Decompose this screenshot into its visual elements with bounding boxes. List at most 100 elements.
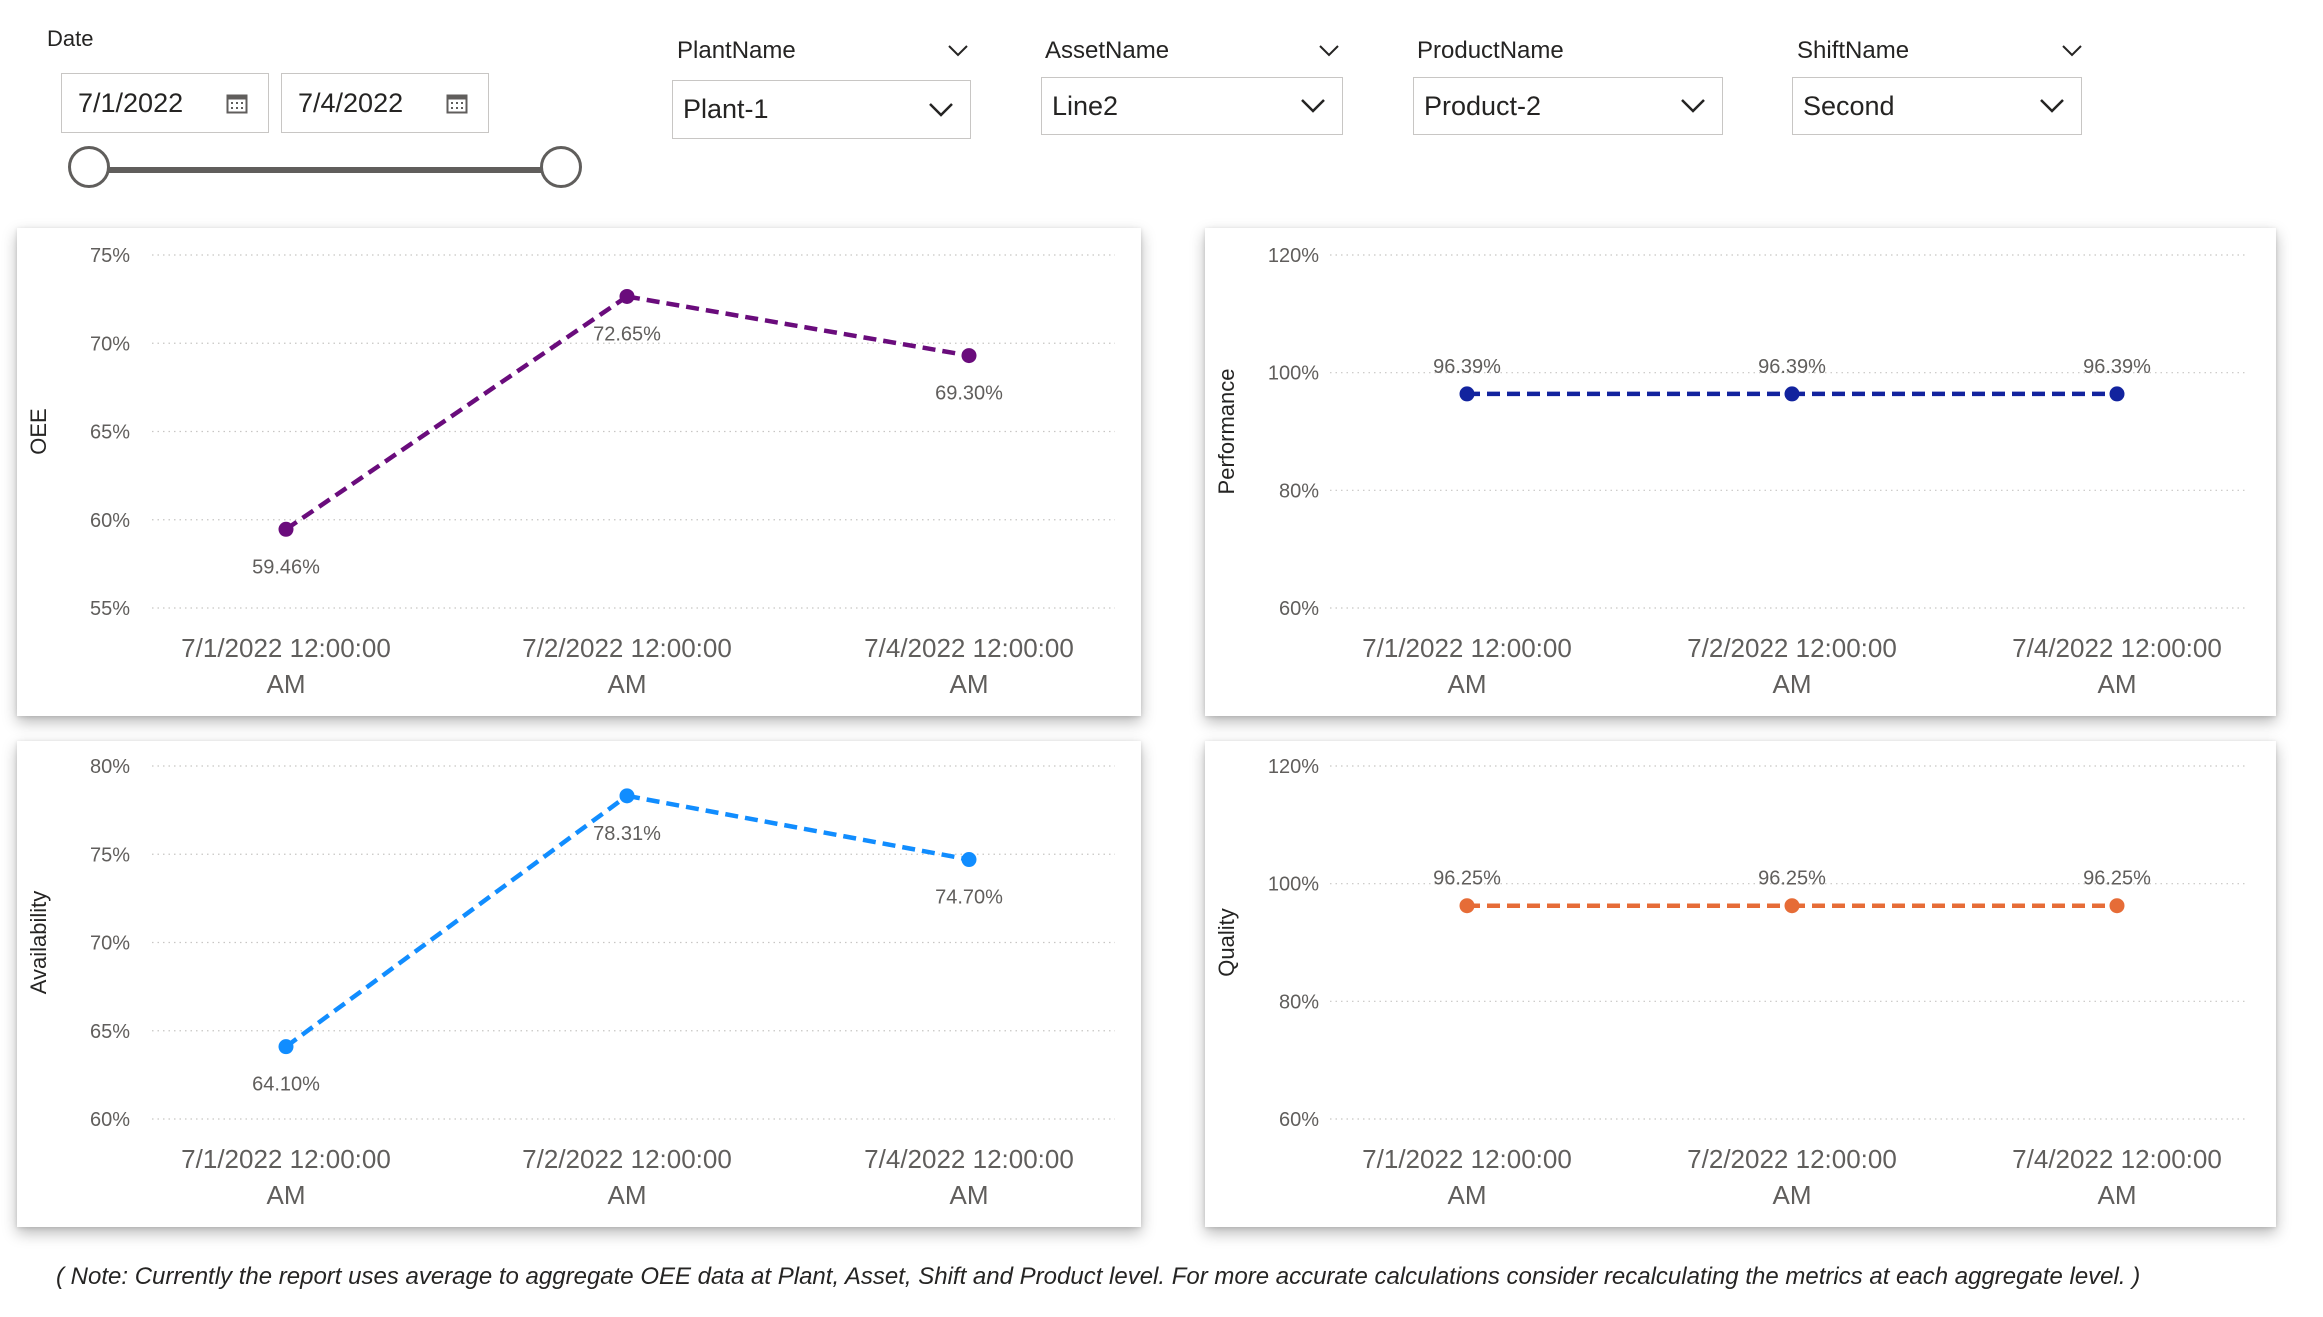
x-tick-label: 7/2/2022 12:00:00 [1687, 633, 1897, 663]
x-tick-label: AM [608, 1180, 647, 1210]
data-label: 96.39% [1433, 356, 1501, 378]
data-point[interactable] [2109, 386, 2125, 402]
x-tick-label: 7/2/2022 12:00:00 [522, 1144, 732, 1174]
x-tick-label: AM [1448, 669, 1487, 699]
date-range-end-handle[interactable] [540, 146, 582, 188]
x-tick-label: AM [1773, 669, 1812, 699]
x-tick-label: AM [267, 1180, 306, 1210]
x-tick-label: 7/4/2022 12:00:00 [2012, 1144, 2222, 1174]
data-label: 74.70% [935, 887, 1003, 909]
plant-dropdown-value: Plant-1 [683, 94, 769, 124]
x-tick-label: 7/4/2022 12:00:00 [864, 1144, 1074, 1174]
asset-dropdown[interactable]: Line2 [1041, 77, 1343, 135]
data-label: 69.30% [935, 383, 1003, 405]
y-axis-title: OEE [26, 408, 51, 454]
availability-line-chart: 60% 65% 70% 75% 80% Availability 7/1/2022 12:0… [26, 756, 1115, 1210]
asset-slicer-header[interactable]: AssetName [1045, 33, 1340, 69]
series-line-segment [284, 294, 629, 532]
x-tick-label: AM [267, 669, 306, 699]
x-tick-label: 7/1/2022 12:00:00 [1362, 1144, 1572, 1174]
chevron-down-icon [928, 102, 954, 118]
shift-dropdown[interactable]: Second [1792, 77, 2082, 135]
x-tick-label: AM [2098, 1180, 2137, 1210]
end-date-value: 7/4/2022 [298, 87, 404, 118]
availability-chart-card: 60% 65% 70% 75% 80% Availability 7/1/2022 12:0… [17, 741, 1141, 1227]
y-tick-label: 100% [1268, 363, 1319, 385]
quality-line-chart: 60% 80% 100% 120% Quality 7/1/2022 12:00:00 AM… [1214, 756, 2245, 1210]
x-tick-label: 7/2/2022 12:00:00 [522, 633, 732, 663]
y-tick-label: 120% [1268, 245, 1319, 267]
data-label: 96.39% [1758, 356, 1826, 378]
y-tick-label: 75% [90, 844, 130, 866]
performance-line-chart: 60% 80% 100% 120% Performance 7/1/2022 12:00:… [1214, 245, 2245, 699]
product-dropdown-value: Product-2 [1424, 90, 1542, 121]
product-slicer-header[interactable]: ProductName [1417, 33, 1714, 69]
series-line-segment [626, 793, 970, 862]
x-tick-label: AM [2098, 669, 2137, 699]
chevron-down-icon [2039, 98, 2065, 114]
data-point[interactable] [1784, 386, 1800, 402]
y-tick-label: 65% [90, 422, 130, 444]
y-tick-label: 60% [90, 1109, 130, 1131]
y-tick-label: 60% [90, 510, 130, 532]
data-point[interactable] [1459, 386, 1475, 402]
data-label: 96.39% [2083, 356, 2151, 378]
date-slicer-title: Date [47, 26, 94, 51]
end-date-input[interactable]: 7/4/2022 [281, 73, 489, 133]
y-tick-label: 70% [90, 333, 130, 355]
data-point[interactable] [2109, 898, 2125, 914]
data-point[interactable] [278, 521, 294, 537]
x-tick-label: AM [608, 669, 647, 699]
y-tick-label: 60% [1279, 1109, 1319, 1131]
product-dropdown[interactable]: Product-2 [1413, 77, 1723, 135]
start-date-value: 7/1/2022 [78, 87, 184, 118]
series-line-segment [626, 294, 970, 358]
calendar-icon[interactable] [446, 92, 468, 114]
y-axis-title: Performance [1214, 369, 1239, 495]
shift-slicer-header[interactable]: ShiftName [1797, 33, 2083, 69]
y-tick-label: 80% [1279, 480, 1319, 502]
data-label: 64.10% [252, 1074, 320, 1096]
date-range-start-handle[interactable] [68, 146, 110, 188]
calendar-icon[interactable] [226, 92, 248, 114]
oee-chart-card: 55% 60% 65% 70% 75% OEE 7/1/2022 12:00:00 AM 7/2… [17, 228, 1141, 716]
data-point[interactable] [1459, 898, 1475, 914]
x-tick-label: 7/1/2022 12:00:00 [1362, 633, 1572, 663]
y-tick-label: 100% [1268, 874, 1319, 896]
performance-chart-card: 60% 80% 100% 120% Performance 7/1/2022 12:00:… [1205, 228, 2276, 716]
chevron-down-icon[interactable] [947, 44, 969, 58]
x-tick-label: 7/4/2022 12:00:00 [864, 633, 1074, 663]
chevron-down-icon [1680, 98, 1706, 114]
data-point[interactable] [1784, 898, 1800, 914]
y-axis-title: Quality [1214, 908, 1239, 976]
y-tick-label: 120% [1268, 756, 1319, 778]
asset-slicer-title: AssetName [1045, 37, 1170, 64]
date-range-slider-track[interactable] [89, 167, 561, 173]
chevron-down-icon[interactable] [1318, 44, 1340, 58]
plant-slicer-header[interactable]: PlantName [677, 33, 969, 69]
plant-dropdown[interactable]: Plant-1 [672, 80, 971, 139]
chevron-down-icon[interactable] [2061, 44, 2083, 58]
start-date-input[interactable]: 7/1/2022 [61, 73, 269, 133]
data-label: 72.65% [593, 323, 661, 345]
data-label: 59.46% [252, 556, 320, 578]
y-axis-title: Availability [26, 891, 51, 995]
data-point[interactable] [278, 1039, 294, 1055]
data-point[interactable] [961, 852, 977, 868]
data-point[interactable] [619, 788, 635, 804]
x-tick-label: AM [1773, 1180, 1812, 1210]
y-tick-label: 80% [90, 756, 130, 778]
data-label: 96.25% [1758, 868, 1826, 890]
data-point[interactable] [961, 348, 977, 364]
x-tick-label: 7/4/2022 12:00:00 [2012, 633, 2222, 663]
data-label: 78.31% [593, 823, 661, 845]
y-tick-label: 55% [90, 598, 130, 620]
data-point[interactable] [619, 288, 635, 304]
y-tick-label: 65% [90, 1021, 130, 1043]
x-tick-label: AM [1448, 1180, 1487, 1210]
oee-line-chart: 55% 60% 65% 70% 75% OEE 7/1/2022 12:00:00 AM 7/2… [26, 245, 1115, 699]
x-tick-label: AM [950, 1180, 989, 1210]
x-tick-label: 7/2/2022 12:00:00 [1687, 1144, 1897, 1174]
x-tick-label: 7/1/2022 12:00:00 [181, 633, 391, 663]
plant-slicer-title: PlantName [677, 37, 796, 64]
